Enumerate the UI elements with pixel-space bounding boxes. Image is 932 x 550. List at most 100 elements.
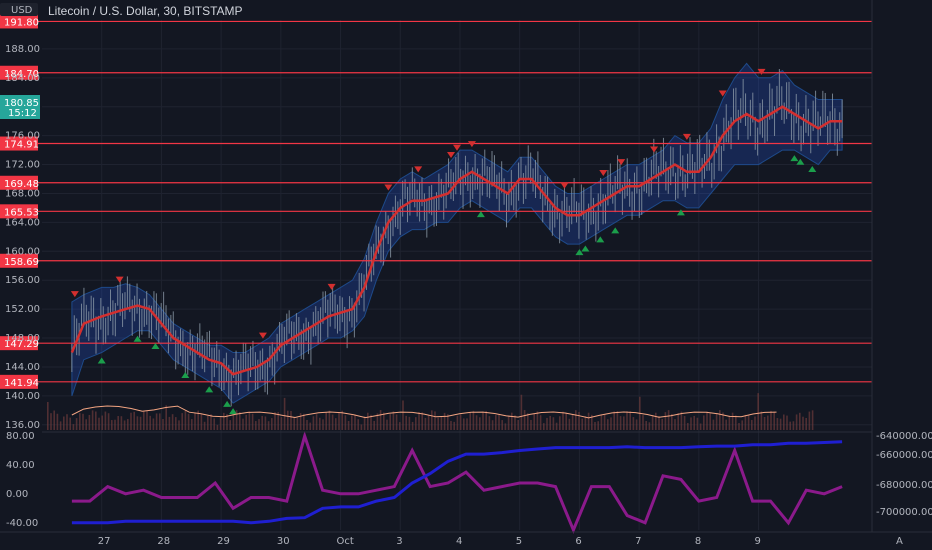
volume-bar [616, 411, 619, 430]
volume-bar [629, 411, 631, 430]
buy-marker [229, 408, 238, 415]
volume-bar [501, 420, 503, 430]
volume-bar [114, 419, 116, 430]
currency-box [0, 3, 38, 16]
volume-bar [517, 419, 519, 430]
volume-bar [376, 413, 379, 430]
volume-bar [453, 421, 455, 430]
volume-bar [155, 413, 158, 430]
volume-bar [392, 411, 395, 430]
volume-bar [699, 423, 702, 430]
volume-bar [482, 411, 484, 430]
volume-bar [645, 421, 647, 430]
volume-bar [117, 416, 119, 430]
sell-marker [617, 159, 626, 166]
volume-bar [658, 416, 660, 430]
volume-bar [533, 413, 535, 430]
volume-bar [235, 410, 238, 430]
osc-line-purple [71, 430, 843, 534]
sell-marker [599, 170, 608, 177]
volume-bar [363, 416, 366, 430]
volume-bar [703, 415, 705, 430]
volume-bar [536, 411, 539, 430]
volume-bar [127, 419, 129, 430]
price-badge-value: 180.85 [4, 98, 39, 109]
sell-marker [70, 291, 79, 298]
volume-bar [427, 415, 430, 430]
volume-bar [511, 412, 513, 430]
level-badge [0, 136, 38, 151]
volume-bar [277, 412, 279, 430]
volume-bar [613, 411, 615, 430]
volume-bar [328, 410, 331, 430]
volume-bar [312, 416, 315, 430]
volume-bar [671, 414, 673, 430]
volume-bar [773, 411, 775, 430]
volume-bar [248, 411, 251, 430]
volume-bar [738, 423, 740, 430]
volume-bar [562, 411, 564, 430]
price-tick-label: 140.00 [5, 391, 40, 402]
volume-bar [331, 414, 334, 430]
time-tick-label: 8 [695, 536, 701, 547]
volume-bar [232, 414, 235, 430]
volume-bar [283, 397, 286, 430]
volume-bar [274, 412, 276, 430]
level-badge [0, 65, 38, 80]
volume-bar [709, 413, 711, 430]
volume-bar [59, 421, 62, 430]
volume-bar [104, 411, 107, 430]
volume-bar [354, 414, 356, 430]
buy-marker [575, 249, 584, 256]
time-tick-label: 30 [277, 536, 290, 547]
sell-marker [384, 184, 393, 191]
volume-bar [600, 415, 603, 430]
bollinger-bands [71, 62, 843, 404]
auto-scale-button[interactable]: A [896, 536, 903, 547]
level-label: 169.48 [4, 179, 39, 190]
volume-histogram [47, 393, 814, 430]
volume-bar [514, 415, 516, 430]
volume-bar [667, 410, 670, 430]
volume-bar [795, 414, 798, 430]
volume-bar [805, 417, 807, 430]
volume-bar [75, 418, 78, 430]
buy-marker [151, 343, 160, 350]
buy-marker [97, 357, 106, 364]
volume-bar [674, 419, 676, 430]
level-badge [0, 175, 38, 190]
price-tick-label: 164.00 [5, 217, 40, 228]
volume-bar [610, 417, 612, 430]
volume-bar [162, 418, 164, 430]
volume-bar [783, 414, 785, 430]
volume-bar [488, 416, 491, 430]
volume-bar [152, 418, 155, 430]
volume-bar [437, 417, 439, 430]
volume-bar [242, 418, 244, 430]
volume-bar [757, 393, 759, 430]
level-label: 174.91 [4, 140, 39, 151]
osc-right-tick-label: -640000.00 [876, 431, 932, 442]
volume-bar [226, 414, 228, 430]
volume-bar [811, 410, 814, 430]
volume-bar [181, 413, 183, 430]
volume-bar [754, 416, 756, 430]
volume-bar [440, 416, 443, 430]
volume-bar [779, 418, 782, 430]
volume-bar [619, 416, 622, 430]
volume-bar [344, 415, 347, 430]
time-tick-label: 3 [396, 536, 402, 547]
volume-bar [293, 416, 295, 430]
volume-bar [149, 415, 151, 430]
volume-bar [472, 410, 475, 430]
price-tick-label: 168.00 [5, 188, 40, 199]
volume-bar [770, 410, 772, 430]
volume-bar [399, 422, 401, 430]
volume-bar [443, 412, 446, 430]
buy-marker [808, 165, 817, 172]
volume-bar [642, 415, 644, 430]
price-tick-label: 172.00 [5, 160, 40, 171]
buy-marker [476, 211, 485, 218]
volume-bar [187, 413, 190, 430]
